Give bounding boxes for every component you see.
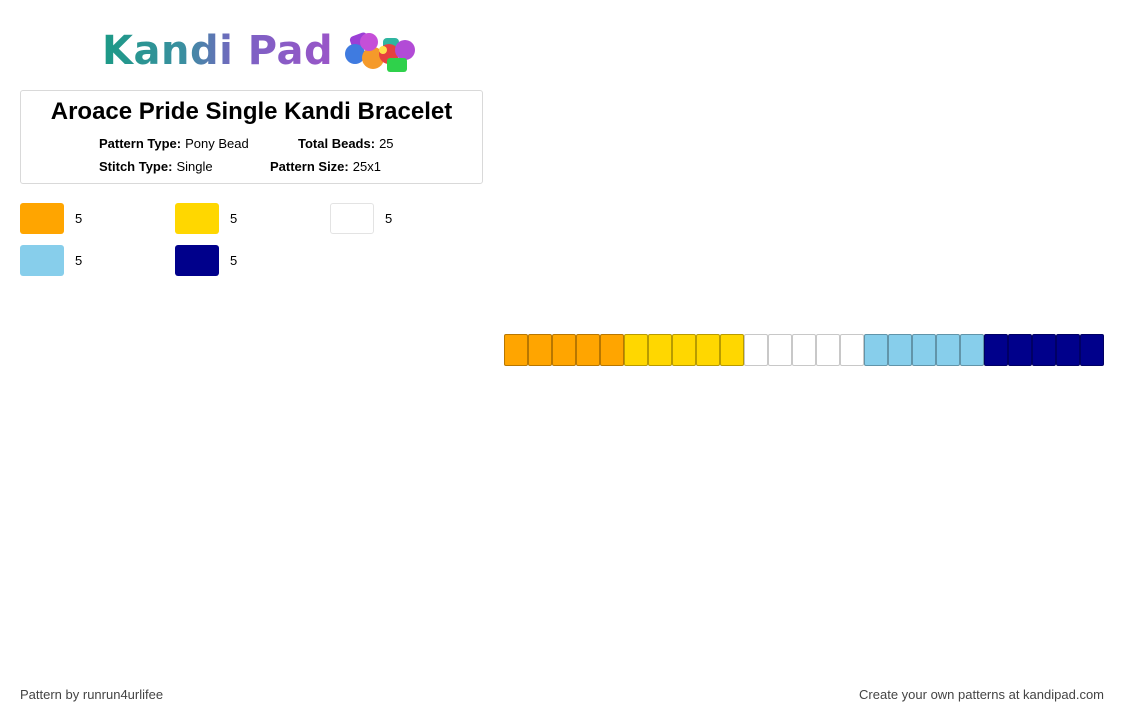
swatch-count-white: 5 [385, 211, 393, 226]
beads-logo-icon [345, 32, 416, 72]
pattern-type-label: Pattern Type: [99, 136, 182, 151]
bead [936, 334, 960, 366]
swatch-count-light-blue: 5 [75, 253, 83, 268]
pattern-type: Pattern Type: Pony Bead [99, 136, 249, 152]
bead [1032, 334, 1056, 366]
bead [1008, 334, 1032, 366]
bead [720, 334, 744, 366]
total-beads: Total Beads: 25 [298, 136, 394, 152]
bead [768, 334, 792, 366]
bead [624, 334, 648, 366]
bead-pattern-row [504, 334, 1104, 366]
bead [840, 334, 864, 366]
bead [984, 334, 1008, 366]
pattern-size-value: 25x1 [352, 159, 381, 174]
bead [792, 334, 816, 366]
pattern-size-label: Pattern Size: [270, 159, 349, 174]
pattern-size: Pattern Size: 25x1 [270, 159, 381, 175]
total-beads-value: 25 [379, 136, 394, 151]
bead [1056, 334, 1080, 366]
bead [912, 334, 936, 366]
bead [648, 334, 672, 366]
kandi-pad-logo[interactable]: Kandi Pad [102, 28, 419, 74]
bead [744, 334, 768, 366]
swatch-count-dark-blue: 5 [230, 253, 238, 268]
kandipad-promo-link[interactable]: Create your own patterns at kandipad.com [859, 687, 1104, 702]
pattern-credit: Pattern by runrun4urlifee [20, 687, 164, 702]
bead [576, 334, 600, 366]
bead [816, 334, 840, 366]
swatch-light-blue [20, 245, 64, 276]
swatch-yellow [175, 203, 219, 234]
stitch-type-value: Single [176, 159, 213, 174]
swatch-count-orange: 5 [75, 211, 83, 226]
bead [528, 334, 552, 366]
bead [960, 334, 984, 366]
stitch-type: Stitch Type: Single [99, 159, 213, 175]
pattern-type-value: Pony Bead [185, 136, 249, 151]
bead [504, 334, 528, 366]
bead [888, 334, 912, 366]
bead [600, 334, 624, 366]
bead [696, 334, 720, 366]
logo-text: Kandi Pad [102, 28, 334, 74]
bead [864, 334, 888, 366]
bead [552, 334, 576, 366]
stitch-type-label: Stitch Type: [99, 159, 173, 174]
pattern-title: Aroace Pride Single Kandi Bracelet [50, 98, 453, 125]
swatch-count-yellow: 5 [230, 211, 238, 226]
swatch-orange [20, 203, 64, 234]
bead [1080, 334, 1104, 366]
pattern-info-card: Aroace Pride Single Kandi Bracelet Patte… [20, 90, 483, 184]
swatch-white [330, 203, 374, 234]
bead [672, 334, 696, 366]
swatch-dark-blue [175, 245, 219, 276]
total-beads-label: Total Beads: [298, 136, 376, 151]
